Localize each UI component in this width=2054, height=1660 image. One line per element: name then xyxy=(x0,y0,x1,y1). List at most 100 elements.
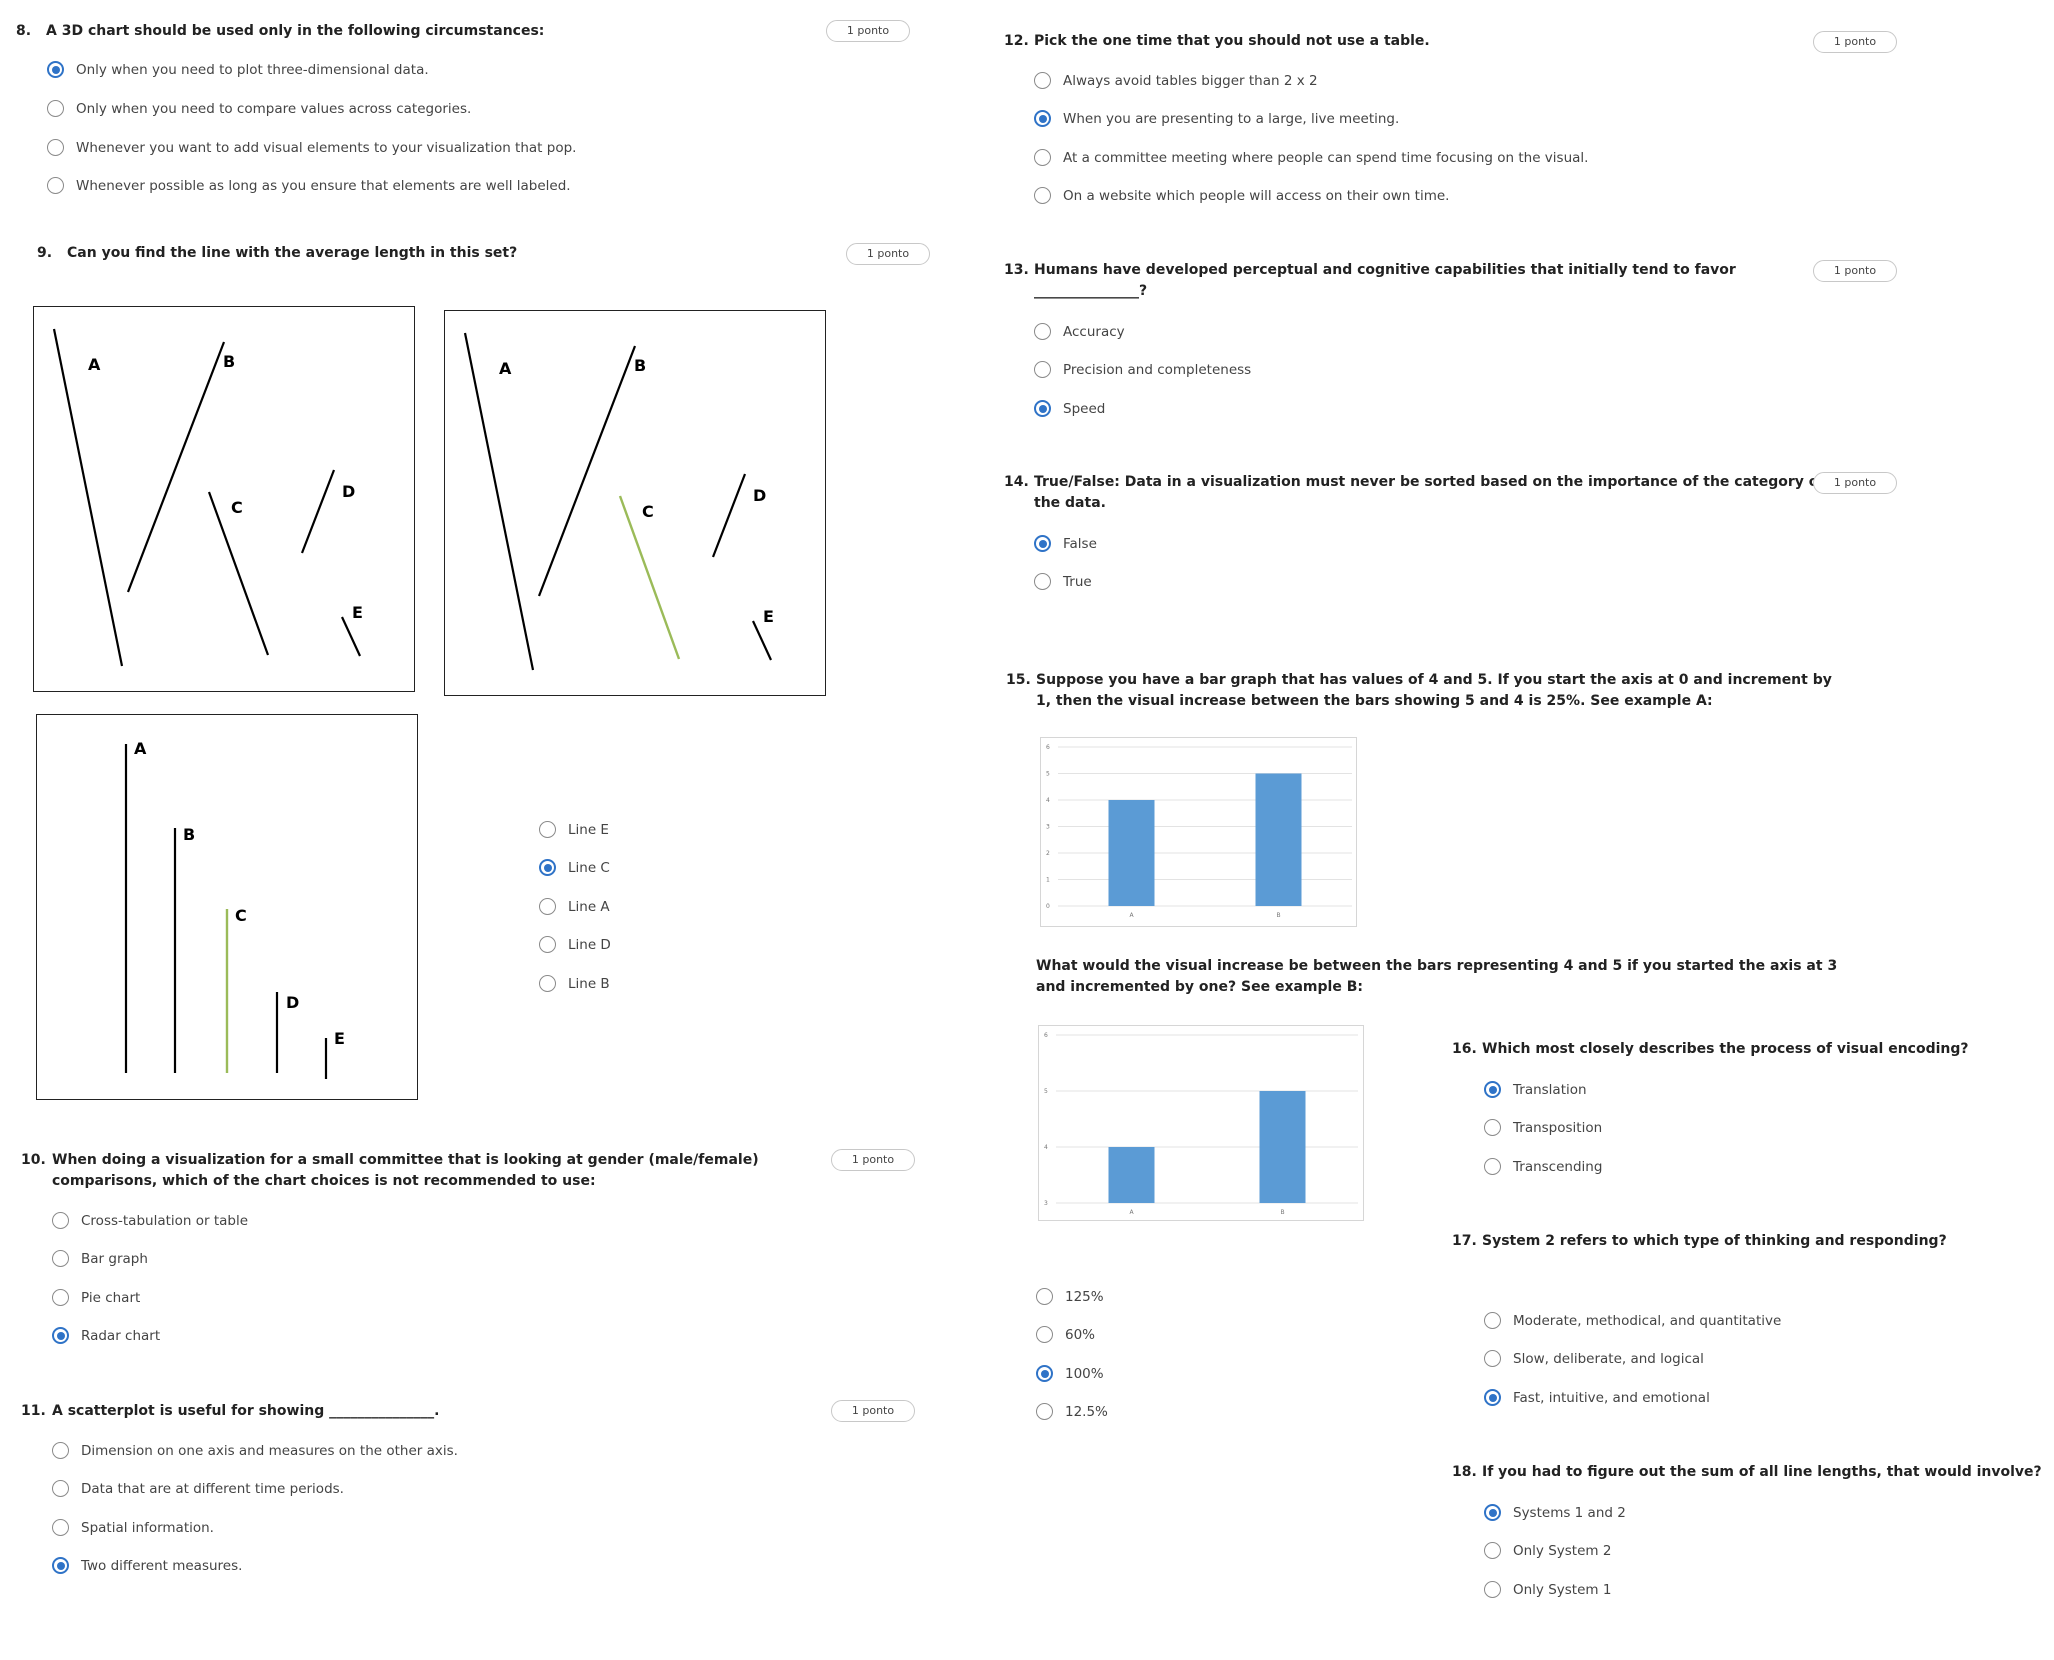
y-tick-label: 0 xyxy=(1046,903,1050,910)
radio-button[interactable] xyxy=(539,898,556,915)
y-tick-label: 6 xyxy=(1046,744,1050,751)
radio-button[interactable] xyxy=(539,859,556,876)
radio-button[interactable] xyxy=(1034,573,1051,590)
y-tick-label: 2 xyxy=(1046,850,1050,857)
option-label: Radar chart xyxy=(81,1328,161,1344)
radio-button[interactable] xyxy=(52,1212,69,1229)
radio-button[interactable] xyxy=(52,1250,69,1267)
points-badge: 1 ponto xyxy=(831,1400,915,1422)
radio-button[interactable] xyxy=(47,61,64,78)
question-number: 13. xyxy=(1004,262,1029,278)
question-text: Can you find the line with the average l… xyxy=(67,245,518,261)
figure-label-a: A xyxy=(88,355,101,374)
option-label: Bar graph xyxy=(81,1251,148,1267)
radio-button[interactable] xyxy=(539,821,556,838)
radio-button[interactable] xyxy=(1484,1119,1501,1136)
option-label: Only when you need to compare values acr… xyxy=(76,101,472,117)
question-text-line-1: Humans have developed perceptual and cog… xyxy=(1034,262,1736,278)
question-number: 9. xyxy=(37,245,53,261)
x-tick-label: A xyxy=(1129,912,1134,919)
radio-button[interactable] xyxy=(1484,1158,1501,1175)
radio-button[interactable] xyxy=(1036,1288,1053,1305)
figure-label-e: E xyxy=(352,603,363,622)
points-badge: 1 ponto xyxy=(846,243,930,265)
x-tick-label: B xyxy=(1280,1209,1284,1216)
option-label: 12.5% xyxy=(1065,1404,1108,1420)
radio-button[interactable] xyxy=(1034,149,1051,166)
option-label: Transcending xyxy=(1513,1159,1603,1175)
radio-button[interactable] xyxy=(52,1480,69,1497)
option-label: Only System 1 xyxy=(1513,1582,1612,1598)
bar-a xyxy=(1108,800,1155,906)
radio-button[interactable] xyxy=(1484,1389,1501,1406)
option-label: Always avoid tables bigger than 2 x 2 xyxy=(1063,73,1318,89)
figure-label-d: D xyxy=(753,486,766,505)
option-label: Line B xyxy=(568,976,610,992)
radio-button[interactable] xyxy=(52,1327,69,1344)
radio-button[interactable] xyxy=(47,100,64,117)
radio-button[interactable] xyxy=(1034,110,1051,127)
points-badge: 1 ponto xyxy=(831,1149,915,1171)
figure-label-c: C xyxy=(231,498,243,517)
chart-frame xyxy=(1038,1025,1364,1221)
radio-button[interactable] xyxy=(1484,1542,1501,1559)
y-tick-label: 4 xyxy=(1044,1144,1048,1151)
radio-button[interactable] xyxy=(52,1519,69,1536)
y-tick-label: 1 xyxy=(1046,877,1050,884)
radio-button[interactable] xyxy=(1034,535,1051,552)
radio-button[interactable] xyxy=(1034,400,1051,417)
option-label: 100% xyxy=(1065,1366,1104,1382)
points-badge: 1 ponto xyxy=(1813,260,1897,282)
radio-button[interactable] xyxy=(1484,1504,1501,1521)
option-label: Moderate, methodical, and quantitative xyxy=(1513,1313,1782,1329)
question-text-line-2: _______________? xyxy=(1034,283,1148,299)
option-label: Line A xyxy=(568,899,610,915)
option-label: Precision and completeness xyxy=(1063,362,1252,378)
radio-button[interactable] xyxy=(539,975,556,992)
radio-button[interactable] xyxy=(1034,323,1051,340)
option-label: Line E xyxy=(568,822,609,838)
radio-button[interactable] xyxy=(1484,1312,1501,1329)
question-text: A scatterplot is useful for showing ____… xyxy=(52,1403,440,1419)
figure-line-c-highlighted xyxy=(618,495,681,660)
y-tick-label: 5 xyxy=(1046,771,1050,778)
option-label: On a website which people will access on… xyxy=(1063,188,1450,204)
radio-button[interactable] xyxy=(47,177,64,194)
question-text: A 3D chart should be used only in the fo… xyxy=(46,23,545,39)
figure-label-a: A xyxy=(499,359,512,378)
option-label: Whenever possible as long as you ensure … xyxy=(76,178,571,194)
figure-line-a xyxy=(52,328,124,667)
option-label: Two different measures. xyxy=(81,1558,243,1574)
figure-label-e: E xyxy=(763,607,774,626)
radio-button[interactable] xyxy=(1036,1326,1053,1343)
bar-b xyxy=(1255,773,1302,906)
radio-button[interactable] xyxy=(1484,1081,1501,1098)
figure-line-b xyxy=(126,341,226,593)
radio-button[interactable] xyxy=(539,936,556,953)
x-tick-label: A xyxy=(1129,1209,1134,1216)
radio-button[interactable] xyxy=(1036,1403,1053,1420)
question-number: 16. xyxy=(1452,1041,1477,1057)
option-label: Cross-tabulation or table xyxy=(81,1213,249,1229)
radio-button[interactable] xyxy=(1484,1581,1501,1598)
question-text: Pick the one time that you should not us… xyxy=(1034,33,1430,49)
figure-line-e xyxy=(752,620,772,661)
radio-button[interactable] xyxy=(1484,1350,1501,1367)
option-label: Systems 1 and 2 xyxy=(1513,1505,1626,1521)
line-figure-3: A B C D E xyxy=(36,714,418,1100)
option-label: Whenever you want to add visual elements… xyxy=(76,140,577,156)
figure-line-d xyxy=(711,473,747,558)
option-label: Data that are at different time periods. xyxy=(81,1481,344,1497)
radio-button[interactable] xyxy=(52,1557,69,1574)
radio-button[interactable] xyxy=(52,1442,69,1459)
option-label: Only System 2 xyxy=(1513,1543,1612,1559)
radio-button[interactable] xyxy=(1036,1365,1053,1382)
figure-label-e: E xyxy=(334,1029,345,1048)
radio-button[interactable] xyxy=(47,139,64,156)
chart-frame xyxy=(1040,737,1357,927)
option-label: Fast, intuitive, and emotional xyxy=(1513,1390,1710,1406)
radio-button[interactable] xyxy=(52,1289,69,1306)
radio-button[interactable] xyxy=(1034,361,1051,378)
radio-button[interactable] xyxy=(1034,187,1051,204)
radio-button[interactable] xyxy=(1034,72,1051,89)
